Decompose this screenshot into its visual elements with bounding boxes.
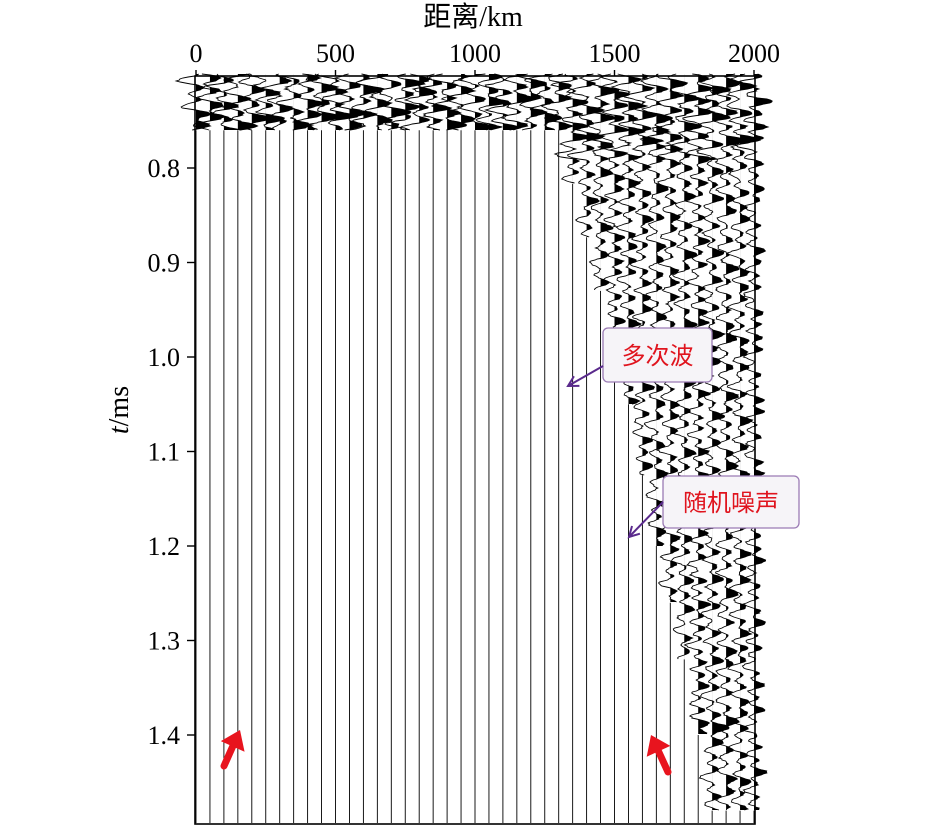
seismic-trace bbox=[639, 73, 674, 823]
seismic-trace bbox=[596, 73, 632, 823]
seismic-trace bbox=[192, 73, 226, 823]
seismic-trace bbox=[411, 73, 453, 823]
x-tick-label: 500 bbox=[316, 39, 355, 68]
seismic-trace bbox=[291, 73, 325, 823]
x-tick-label: 2000 bbox=[728, 39, 780, 68]
y-axis: 0.8 0.9 1.0 1.1 1.2 1.3 1.4 bbox=[148, 154, 195, 750]
callout-arrow-line bbox=[628, 501, 664, 538]
seismic-trace bbox=[622, 73, 665, 823]
seismic-trace bbox=[483, 73, 521, 823]
seismic-trace bbox=[682, 73, 718, 823]
callout-annotation: 多次波 bbox=[566, 327, 713, 388]
callout-annotation: 随机噪声 bbox=[627, 475, 800, 539]
seismic-trace bbox=[237, 73, 273, 823]
seismic-trace bbox=[733, 73, 773, 823]
seismic-trace bbox=[355, 73, 394, 823]
y-tick-label: 0.9 bbox=[148, 249, 181, 278]
seismic-trace bbox=[565, 73, 606, 823]
seismic-trace bbox=[174, 73, 212, 823]
seismic-trace bbox=[349, 73, 387, 823]
marker-arrow-layer bbox=[220, 730, 672, 776]
x-tick-label: 1500 bbox=[589, 39, 641, 68]
callout-box bbox=[602, 327, 713, 383]
seismic-trace bbox=[540, 73, 575, 823]
red-arrow-icon bbox=[220, 730, 245, 770]
seismic-trace bbox=[333, 73, 369, 823]
seismic-trace bbox=[709, 73, 749, 823]
seismic-trace bbox=[725, 73, 762, 823]
seismic-trace bbox=[456, 73, 496, 823]
y-axis-title: t/ms bbox=[104, 386, 135, 434]
trace-layer bbox=[174, 73, 773, 823]
seismic-trace bbox=[428, 73, 468, 823]
y-tick-label: 0.8 bbox=[148, 154, 181, 183]
y-tick-label: 1.3 bbox=[148, 627, 181, 656]
x-tick-label: 1000 bbox=[449, 39, 501, 68]
seismic-trace bbox=[585, 73, 620, 823]
seismic-trace bbox=[375, 73, 412, 823]
callout-arrow-head bbox=[566, 375, 580, 388]
seismic-trace bbox=[221, 73, 259, 823]
seismic-trace bbox=[524, 73, 563, 823]
callout-arrow-line bbox=[567, 365, 604, 387]
callout-label: 多次波 bbox=[622, 342, 694, 370]
seismic-trace bbox=[384, 73, 426, 823]
seismic-trace bbox=[202, 73, 242, 823]
seismic-trace bbox=[549, 73, 591, 823]
seismic-trace bbox=[695, 73, 732, 823]
y-tick-label: 1.1 bbox=[148, 438, 181, 467]
y-tick-label: 1.2 bbox=[148, 532, 181, 561]
seismic-trace bbox=[399, 73, 438, 823]
seismic-trace bbox=[259, 73, 295, 823]
x-tick-label: 0 bbox=[190, 39, 203, 68]
seismic-trace bbox=[475, 73, 510, 823]
y-tick-label: 1.4 bbox=[148, 721, 181, 750]
x-axis-title: 距离/km bbox=[423, 1, 523, 33]
x-axis: 0 500 1000 1500 2000 bbox=[190, 39, 780, 76]
seismic-trace bbox=[500, 73, 537, 823]
seismic-trace bbox=[515, 73, 548, 823]
callout-arrow-head bbox=[627, 525, 641, 539]
red-arrow-icon bbox=[646, 735, 672, 776]
y-tick-label: 1.0 bbox=[148, 343, 181, 372]
callout-label: 随机噪声 bbox=[683, 489, 779, 517]
